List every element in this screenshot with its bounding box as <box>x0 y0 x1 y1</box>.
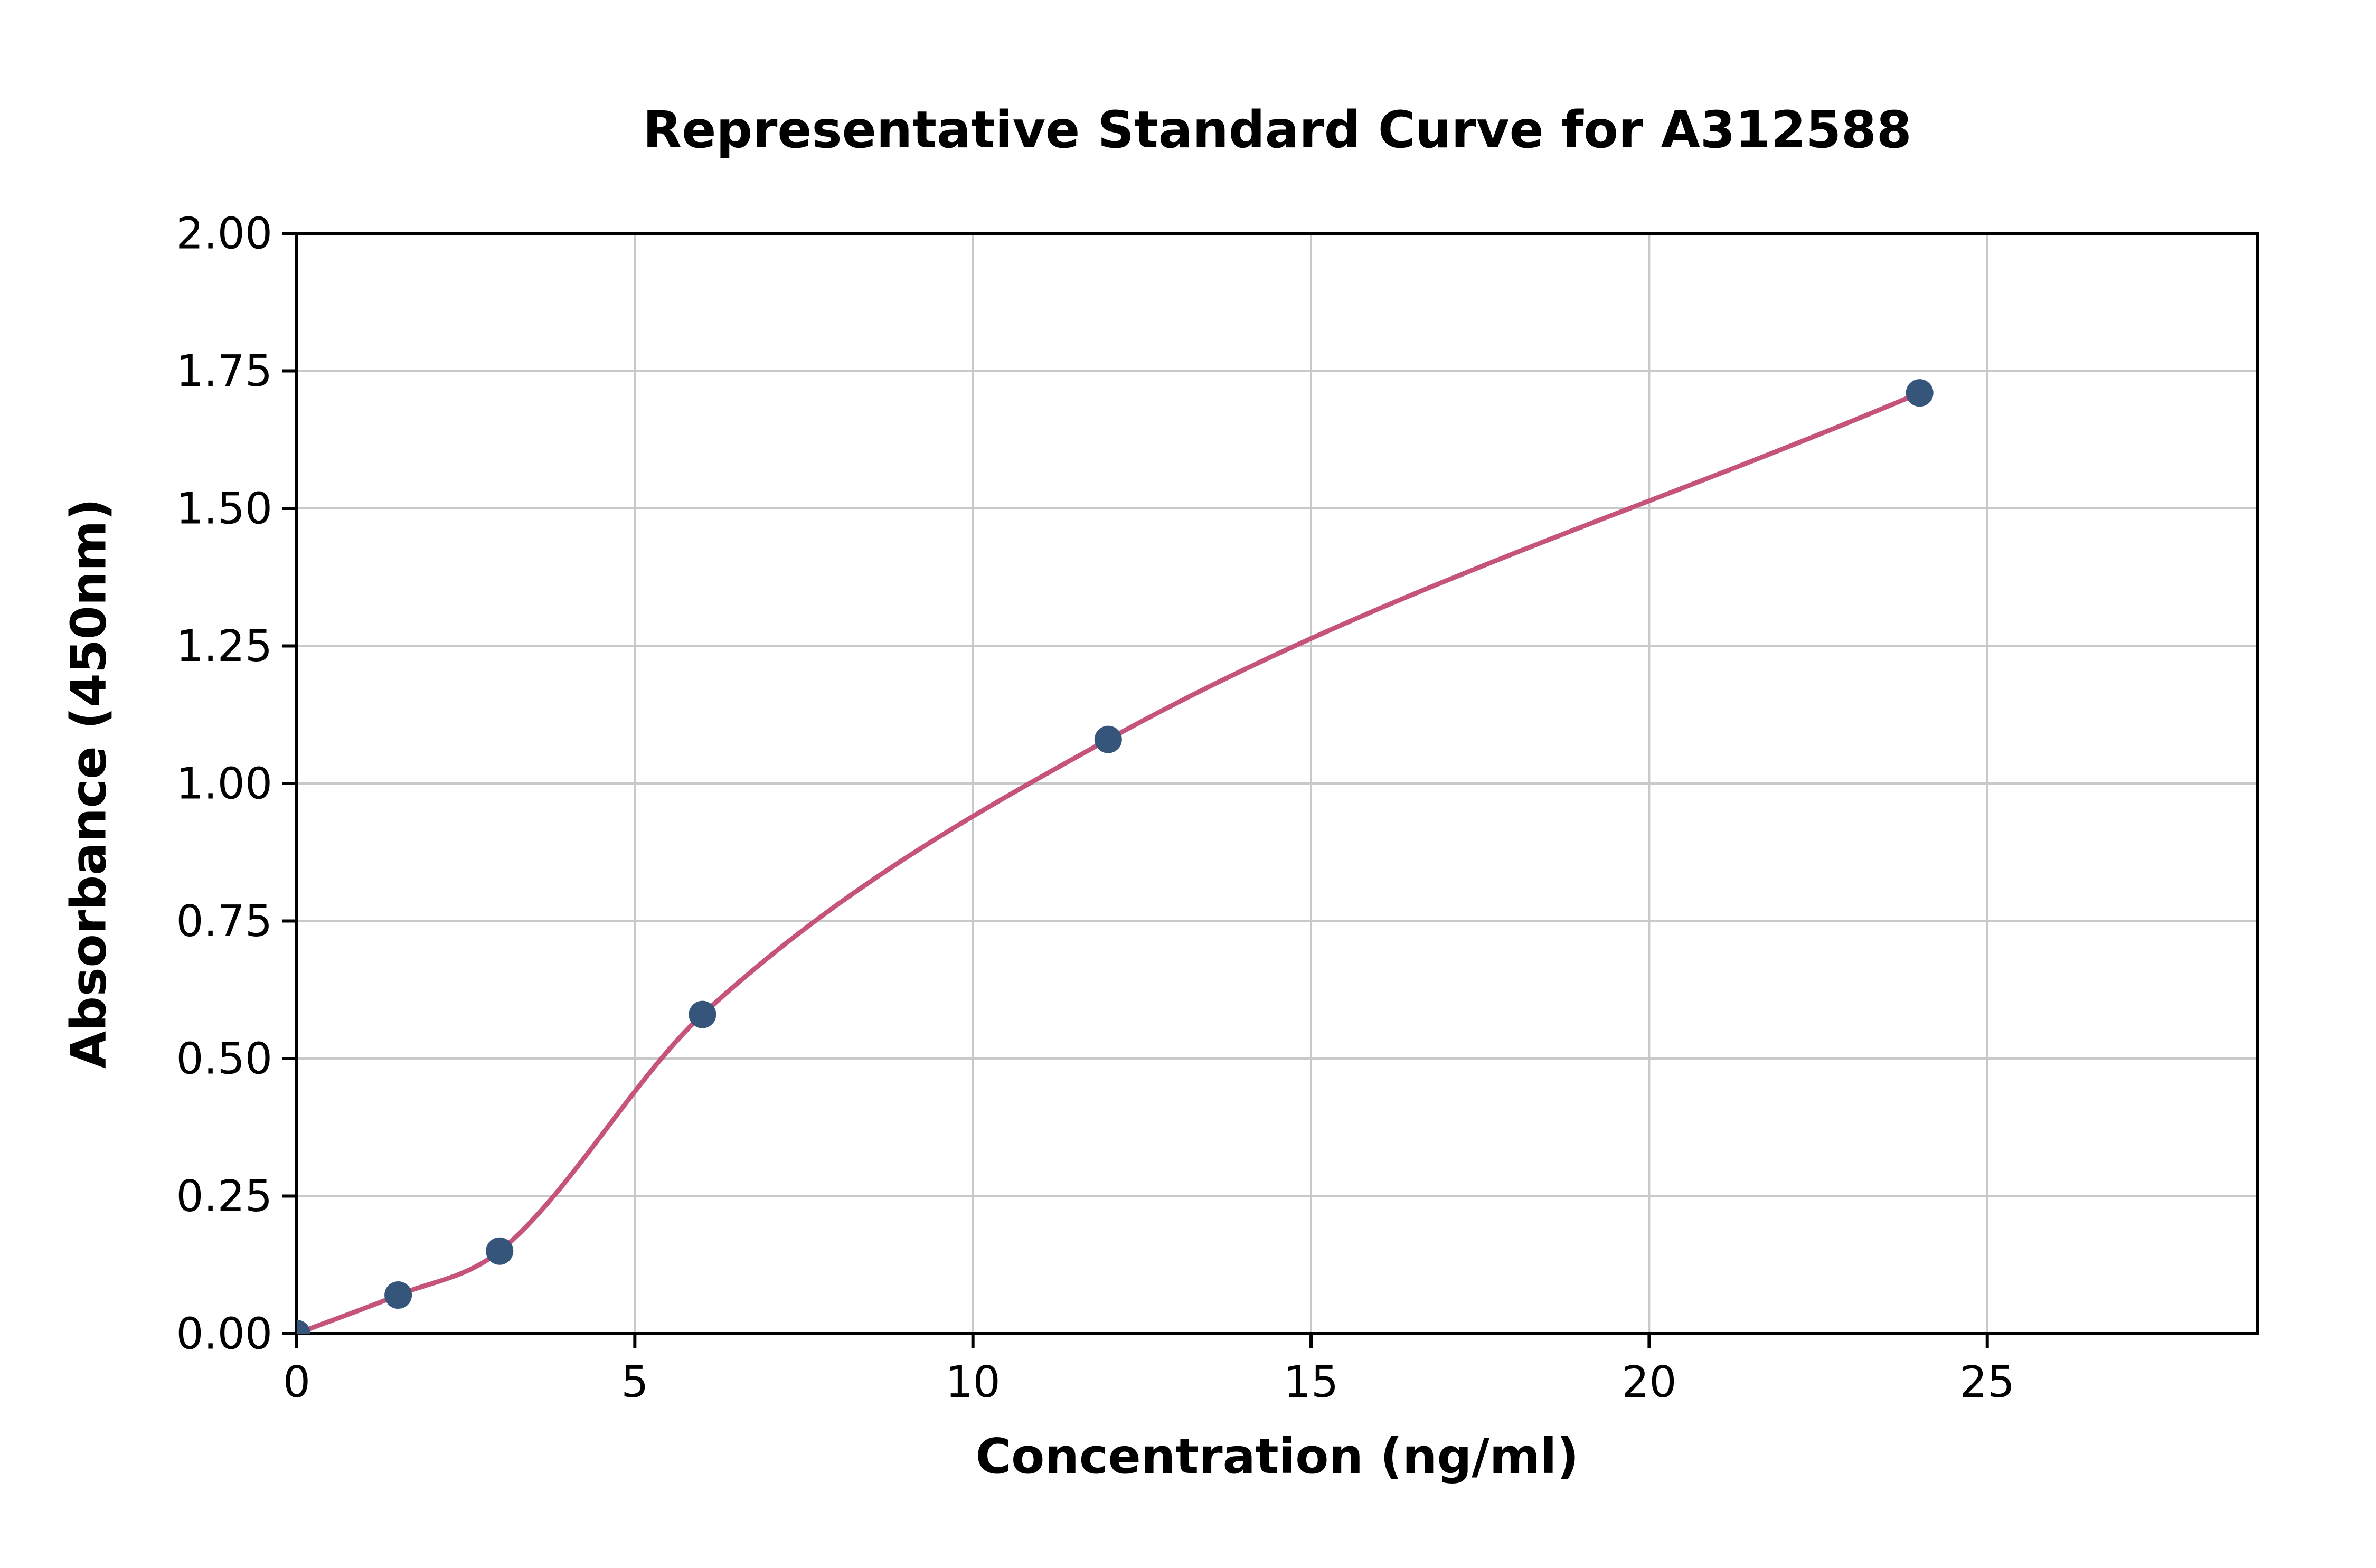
data-point <box>1094 725 1122 753</box>
axis-ticks: 0 5 10 15 20 25 0.00 0.25 0.50 0.75 1.00 1.25 1.50 1.… <box>176 209 2014 1408</box>
x-tick-label: 10 <box>946 1357 1001 1408</box>
x-tick-label: 25 <box>1960 1357 2015 1408</box>
x-axis-title: Concentration (ng/ml) <box>975 1428 1579 1485</box>
fit-curve <box>297 390 1922 1334</box>
y-tick-label: 1.75 <box>176 346 272 396</box>
chart-title: Representative Standard Curve for A31258… <box>643 100 1912 159</box>
y-axis-title: Absorbance (450nm) <box>60 498 117 1069</box>
grid-lines <box>296 232 2258 1335</box>
y-tick-label: 0.00 <box>176 1309 272 1359</box>
y-tick-label: 0.75 <box>176 896 272 947</box>
x-tick-label: 20 <box>1621 1357 1676 1408</box>
x-tick-label: 15 <box>1284 1357 1338 1408</box>
data-point <box>384 1281 412 1309</box>
y-tick-label: 0.50 <box>176 1034 272 1084</box>
y-tick-label: 1.50 <box>176 484 272 534</box>
data-point <box>1906 379 1934 407</box>
y-tick-label: 1.25 <box>176 621 272 672</box>
y-tick-label: 0.25 <box>176 1172 272 1222</box>
x-tick-label: 5 <box>621 1357 648 1408</box>
data-point <box>689 1000 716 1028</box>
data-point <box>297 1320 310 1334</box>
y-tick-label: 1.00 <box>176 759 272 809</box>
data-points <box>297 379 1934 1334</box>
plot-frame <box>295 232 2259 1335</box>
data-point <box>486 1237 514 1265</box>
y-tick-label: 2.00 <box>176 209 272 259</box>
x-tick-label: 0 <box>283 1357 310 1408</box>
